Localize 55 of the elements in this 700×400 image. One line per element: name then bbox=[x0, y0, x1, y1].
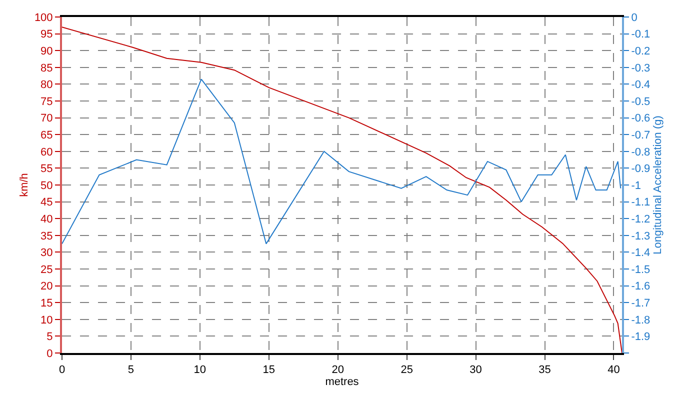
y-tick-label: 55 bbox=[40, 163, 53, 176]
y-tick-label: 90 bbox=[40, 45, 53, 58]
y2-axis-title: Longitudinal Acceleration (g) bbox=[652, 116, 664, 254]
y-tick-label: 100 bbox=[34, 12, 53, 24]
y-tick-label: 10 bbox=[40, 314, 53, 326]
y-tick-label: 50 bbox=[40, 180, 53, 192]
x-tick-label: 40 bbox=[608, 364, 620, 376]
y-tick-label: 40 bbox=[40, 213, 53, 226]
y2-tick-label: -1.1 bbox=[631, 196, 650, 209]
y2-tick-label: -0.7 bbox=[631, 129, 650, 142]
y2-tick-label: -1.5 bbox=[631, 264, 650, 276]
y2-tick-label: -1.8 bbox=[631, 314, 650, 326]
y-axis-title: km/h bbox=[18, 173, 31, 197]
y-tick-label: 95 bbox=[40, 28, 53, 41]
y2-tick-label: 0 bbox=[631, 12, 638, 24]
y-tick-label: 25 bbox=[40, 264, 53, 276]
x-tick-label: 35 bbox=[538, 364, 551, 376]
y2-tick-label: -0.1 bbox=[631, 28, 650, 41]
y2-tick-label: -1.6 bbox=[631, 280, 650, 293]
y2-tick-label: -1.3 bbox=[631, 230, 650, 242]
y2-tick-label: -0.6 bbox=[631, 112, 650, 125]
y2-tick-label: -0.2 bbox=[631, 45, 650, 58]
y-tick-label: 60 bbox=[40, 146, 53, 158]
y-tick-label: 20 bbox=[40, 280, 53, 293]
x-tick-label: 15 bbox=[262, 364, 276, 376]
y-tick-label: 35 bbox=[40, 230, 53, 242]
y2-tick-label: -0.5 bbox=[631, 96, 650, 108]
line-series bbox=[62, 26, 622, 353]
x-tick-label: 10 bbox=[194, 364, 206, 376]
x-tick-label: 20 bbox=[332, 364, 344, 376]
y-tick-label: 30 bbox=[40, 247, 53, 260]
y-tick-label: 15 bbox=[40, 297, 53, 310]
y-tick-label: 5 bbox=[46, 331, 53, 344]
x-axis-title: metres bbox=[325, 376, 360, 388]
y2-tick-label: -1.4 bbox=[631, 247, 650, 260]
x-tick-label: 30 bbox=[470, 364, 482, 376]
y-tick-label: 85 bbox=[40, 62, 53, 74]
y-tick-label: 45 bbox=[40, 196, 53, 209]
x-tick-label: 25 bbox=[400, 364, 413, 376]
y2-tick-label: -1.7 bbox=[631, 297, 650, 310]
y2-tick-label: -1.2 bbox=[631, 213, 650, 226]
y2-tick-label: -0.9 bbox=[631, 163, 650, 176]
y-tick-label: 75 bbox=[40, 96, 53, 108]
y-tick-label: 65 bbox=[40, 129, 53, 142]
y2-tick-label: -1.9 bbox=[631, 331, 650, 344]
x-tick-label: 5 bbox=[128, 364, 134, 376]
y-tick-label: 70 bbox=[40, 112, 53, 125]
y-tick-label: 0 bbox=[46, 348, 53, 360]
y-tick-label: 80 bbox=[40, 79, 53, 92]
y2-tick-label: -0.4 bbox=[631, 79, 650, 92]
line-series bbox=[62, 78, 622, 244]
y2-tick-label: -1 bbox=[631, 180, 641, 192]
y2-tick-label: -0.8 bbox=[631, 146, 650, 158]
y2-tick-label: -0.3 bbox=[631, 62, 650, 74]
x-tick-label: 0 bbox=[58, 364, 66, 376]
